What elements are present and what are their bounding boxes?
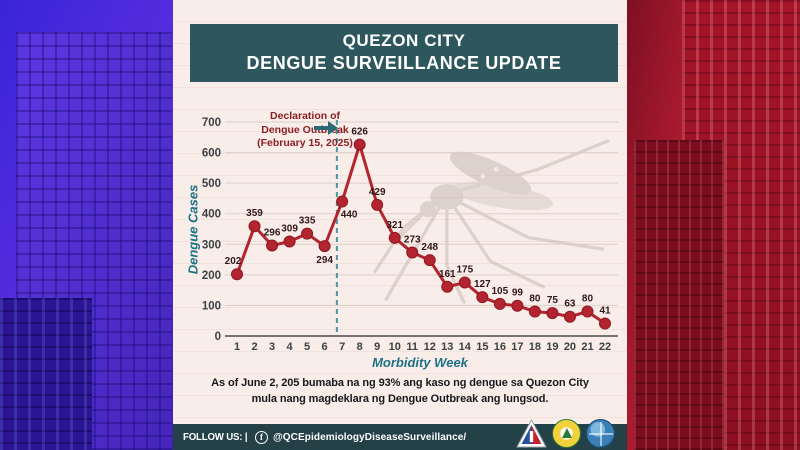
svg-text:80: 80 (582, 294, 594, 305)
caption-line1: As of June 2, 205 bumaba na ng 93% ang k… (211, 377, 589, 389)
svg-text:335: 335 (299, 216, 316, 227)
svg-text:600: 600 (202, 148, 221, 160)
svg-text:41: 41 (599, 305, 611, 316)
svg-text:273: 273 (404, 235, 421, 246)
city-health-department-logo (552, 419, 581, 448)
svg-text:0: 0 (215, 331, 221, 343)
svg-text:200: 200 (202, 270, 221, 282)
svg-text:19: 19 (546, 341, 558, 353)
svg-text:500: 500 (202, 178, 221, 190)
outbreak-declaration-annotation: Declaration of Dengue Outbreak (February… (235, 110, 375, 151)
svg-text:22: 22 (599, 341, 611, 353)
svg-text:127: 127 (474, 279, 491, 290)
right-arrow-icon (314, 121, 338, 135)
caption-line2: mula nang magdeklara ng Dengue Outbreak … (251, 392, 549, 405)
quezon-city-seal-logo (586, 419, 615, 448)
svg-text:1: 1 (234, 341, 240, 353)
svg-text:10: 10 (389, 341, 401, 353)
svg-text:429: 429 (369, 187, 386, 198)
svg-text:359: 359 (246, 208, 263, 219)
skyscraper-silhouette (0, 298, 92, 450)
svg-text:9: 9 (374, 341, 380, 353)
page-title-line1: QUEZON CITY (342, 31, 466, 51)
follow-us-label: FOLLOW US: | (183, 431, 248, 443)
svg-text:5: 5 (304, 341, 310, 353)
page-title-line2: DENGUE SURVEILLANCE UPDATE (246, 53, 562, 74)
svg-text:16: 16 (494, 341, 506, 353)
dengue-cases-line-chart: 0 100 200 300 400 500 600 700 1 2 3 4 5 6 7 8 9 10 11 12 13 1… (173, 0, 627, 450)
svg-text:15: 15 (476, 341, 488, 353)
svg-text:300: 300 (202, 239, 221, 251)
svg-text:294: 294 (316, 255, 333, 266)
svg-text:440: 440 (341, 209, 358, 220)
svg-text:100: 100 (202, 300, 221, 312)
svg-text:3: 3 (269, 341, 275, 353)
svg-text:296: 296 (264, 228, 281, 239)
svg-text:105: 105 (492, 286, 509, 297)
svg-text:63: 63 (564, 299, 576, 310)
city-background-left (0, 0, 174, 450)
svg-text:400: 400 (202, 209, 221, 221)
svg-text:4: 4 (287, 341, 294, 353)
facebook-handle-link[interactable]: @QCEpidemiologyDiseaseSurveillance/ (272, 431, 467, 443)
svg-text:13: 13 (441, 341, 453, 353)
svg-text:202: 202 (225, 256, 242, 267)
annotation-line1: Declaration of (269, 110, 340, 122)
title-banner: QUEZON CITY DENGUE SURVEILLANCE UPDATE (190, 24, 618, 82)
svg-text:18: 18 (529, 341, 541, 353)
svg-text:2: 2 (251, 341, 257, 353)
svg-text:20: 20 (564, 341, 576, 353)
svg-text:175: 175 (456, 265, 473, 276)
svg-text:21: 21 (581, 341, 593, 353)
city-background-right (626, 0, 800, 450)
agency-logos (516, 419, 615, 448)
svg-text:75: 75 (547, 295, 559, 306)
svg-text:321: 321 (386, 220, 403, 231)
svg-text:309: 309 (281, 224, 298, 235)
svg-text:248: 248 (421, 242, 438, 253)
facebook-icon: f (254, 430, 268, 444)
footer-bar: FOLLOW US: | f @QCEpidemiologyDiseaseSur… (173, 424, 627, 450)
svg-text:17: 17 (511, 341, 523, 353)
svg-text:700: 700 (202, 117, 221, 129)
svg-text:6: 6 (322, 341, 328, 353)
skyscraper-silhouette (634, 140, 724, 450)
epidemiology-bureau-triangle-logo (516, 419, 547, 448)
svg-text:14: 14 (459, 341, 472, 353)
y-axis-label: Dengue Cases (185, 184, 201, 275)
svg-text:626: 626 (351, 127, 368, 138)
svg-text:80: 80 (529, 294, 541, 305)
infographic-card: QUEZON CITY DENGUE SURVEILLANCE UPDATE (173, 0, 627, 450)
svg-text:11: 11 (406, 341, 418, 353)
svg-text:99: 99 (512, 288, 524, 299)
svg-text:12: 12 (424, 341, 436, 353)
svg-text:161: 161 (439, 269, 456, 280)
annotation-line2: Dengue Outbreak (261, 123, 349, 136)
summary-caption: As of June 2, 205 bumaba na ng 93% ang k… (173, 376, 627, 408)
svg-text:8: 8 (357, 341, 363, 353)
svg-text:7: 7 (339, 341, 345, 353)
annotation-line3: (February 15, 2025) (257, 137, 353, 150)
x-axis-label: Morbidity Week (372, 355, 468, 370)
